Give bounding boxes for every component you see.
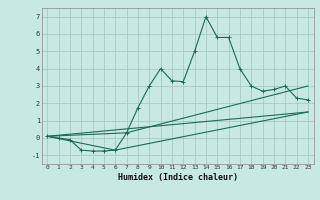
X-axis label: Humidex (Indice chaleur): Humidex (Indice chaleur)	[118, 173, 237, 182]
